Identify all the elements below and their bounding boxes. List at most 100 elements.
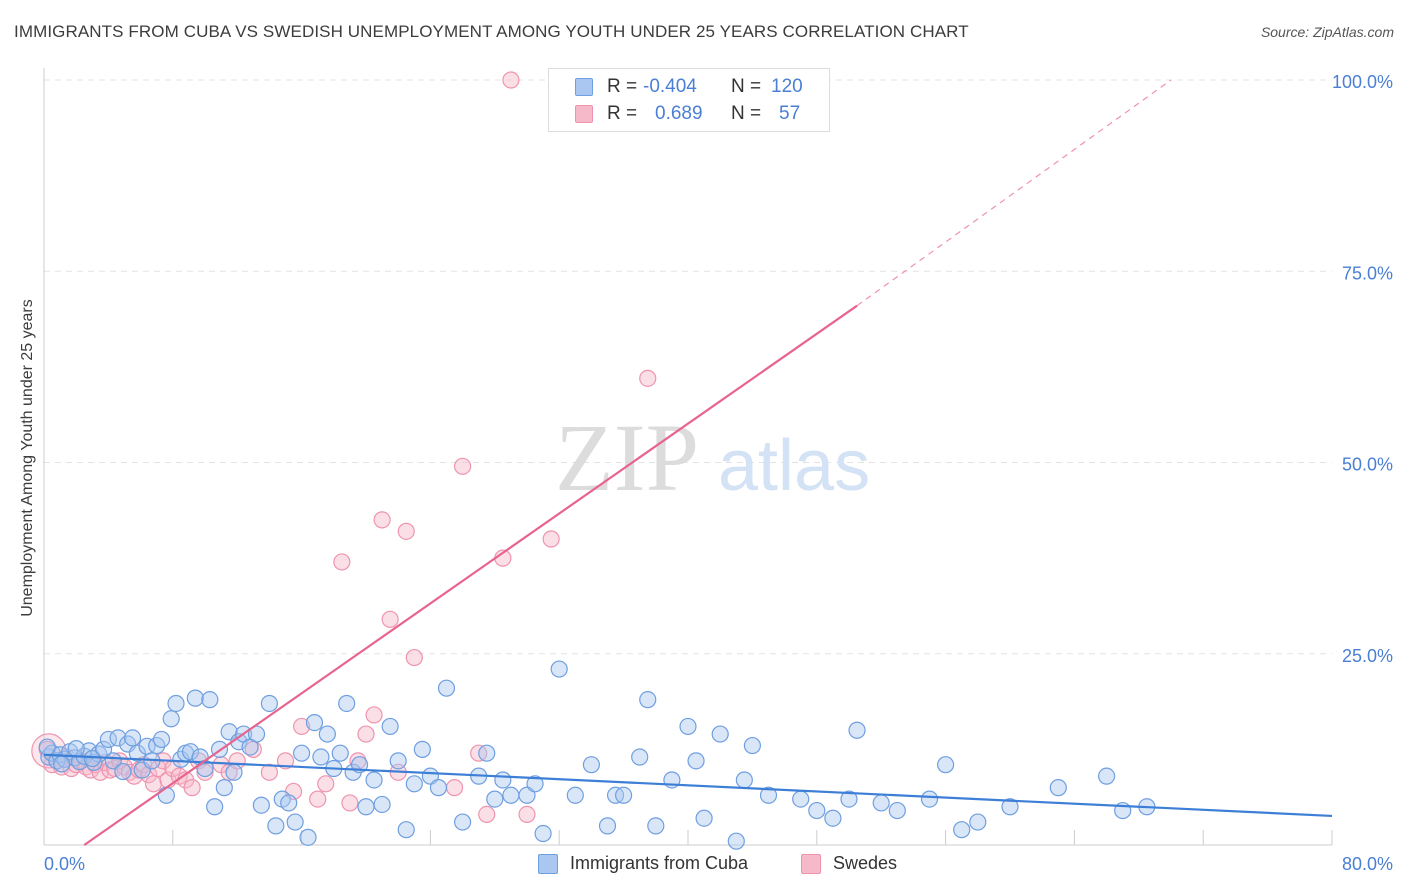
cuba-point <box>167 694 185 713</box>
legend-n-label: N = <box>731 76 762 97</box>
swedes-point <box>373 511 391 529</box>
swedes-point <box>365 706 383 724</box>
cuba-point <box>206 798 224 816</box>
swedes-point <box>454 457 472 475</box>
cuba-point <box>639 691 657 709</box>
swedes-point <box>542 530 560 548</box>
cuba-point <box>840 790 858 808</box>
cuba-point <box>550 660 568 678</box>
swedes-point <box>341 794 359 812</box>
cuba-point <box>305 713 324 732</box>
cuba-point <box>711 725 729 743</box>
cuba-point <box>437 679 456 697</box>
cuba-point <box>293 744 311 762</box>
legend-n-value: 57 <box>779 103 801 124</box>
cuba-point <box>318 725 336 743</box>
swedes-point <box>293 717 311 736</box>
cuba-point <box>792 790 810 808</box>
cuba-point <box>614 786 633 804</box>
cuba-point <box>252 796 270 814</box>
trend-lines <box>43 79 1333 846</box>
cuba-point <box>534 824 552 843</box>
axes <box>43 68 1333 846</box>
cuba-point <box>695 809 713 827</box>
swedes-swatch <box>575 105 593 123</box>
swedes-point <box>639 369 657 387</box>
cuba-point <box>338 694 356 713</box>
legend-r-label: R = <box>607 76 638 97</box>
legend-n-label: N = <box>731 103 762 124</box>
cuba-point <box>735 771 753 789</box>
cuba-point <box>312 748 330 766</box>
cuba-trend-line <box>43 753 1333 818</box>
swedes-trend-extension <box>856 79 1172 307</box>
watermark-atlas: atlas <box>718 426 870 506</box>
cuba-point <box>83 749 101 768</box>
cuba-point <box>123 729 142 747</box>
swedes-point <box>317 775 335 793</box>
cuba-point <box>582 756 601 774</box>
y-axis-label: Unemployment Among Youth under 25 years <box>19 299 36 617</box>
swedes-legend-label: Swedes <box>833 853 898 873</box>
cuba-point <box>1001 798 1019 816</box>
cuba-point <box>114 762 132 781</box>
cuba-point <box>128 744 146 762</box>
swedes-point <box>381 610 399 628</box>
cuba-point <box>494 771 512 789</box>
cuba-point <box>454 813 472 831</box>
legend-r-value: 0.689 <box>655 103 703 124</box>
cuba-point <box>286 813 304 831</box>
cuba-point <box>299 828 317 846</box>
cuba-point <box>1049 779 1067 797</box>
cuba-point <box>157 786 175 804</box>
cuba-point <box>1097 767 1116 785</box>
swedes-point <box>445 779 464 797</box>
cuba-point <box>413 740 431 758</box>
cuba-point <box>67 740 85 758</box>
swedes-point <box>144 775 163 793</box>
swedes-point <box>196 763 214 781</box>
cuba-point <box>331 744 349 762</box>
legend-r-value: -0.404 <box>643 76 697 97</box>
watermark-zip: ZIP <box>555 404 699 511</box>
swedes-legend-swatch <box>801 854 821 874</box>
swedes-point <box>309 790 327 808</box>
y-tick-label: 75.0% <box>1342 263 1393 283</box>
cuba-point <box>152 730 171 749</box>
cuba-point <box>186 689 204 707</box>
cuba-point <box>936 756 955 774</box>
cuba-point <box>162 710 180 728</box>
cuba-point <box>260 694 278 713</box>
swedes-point <box>478 805 496 824</box>
cuba-point <box>429 779 448 797</box>
swedes-point <box>518 805 536 824</box>
x-tick-label: 0.0% <box>44 854 85 874</box>
cuba-point <box>225 763 243 781</box>
cuba-swatch <box>575 78 593 96</box>
cuba-point <box>566 786 584 804</box>
cuba-point <box>109 729 127 747</box>
cuba-series <box>38 660 1156 850</box>
cuba-point <box>389 752 407 770</box>
cuba-point <box>727 832 745 850</box>
swedes-point <box>357 725 375 743</box>
cuba-point <box>759 786 778 804</box>
cuba-point <box>872 794 890 812</box>
swedes-point <box>502 71 520 89</box>
grid-lines <box>44 79 1332 655</box>
cuba-legend-swatch <box>538 854 558 874</box>
cuba-point <box>397 821 415 839</box>
cuba-point <box>502 786 520 804</box>
cuba-point <box>848 721 866 739</box>
cuba-point <box>969 813 987 831</box>
y-tick-label: 25.0% <box>1342 646 1393 666</box>
cuba-point <box>920 790 939 808</box>
cuba-point <box>357 798 375 816</box>
cuba-point <box>743 736 762 755</box>
cuba-point <box>38 738 56 756</box>
cuba-point <box>647 817 665 835</box>
cuba-point <box>824 809 842 827</box>
cuba-point <box>405 775 423 793</box>
cuba-point <box>181 743 200 761</box>
